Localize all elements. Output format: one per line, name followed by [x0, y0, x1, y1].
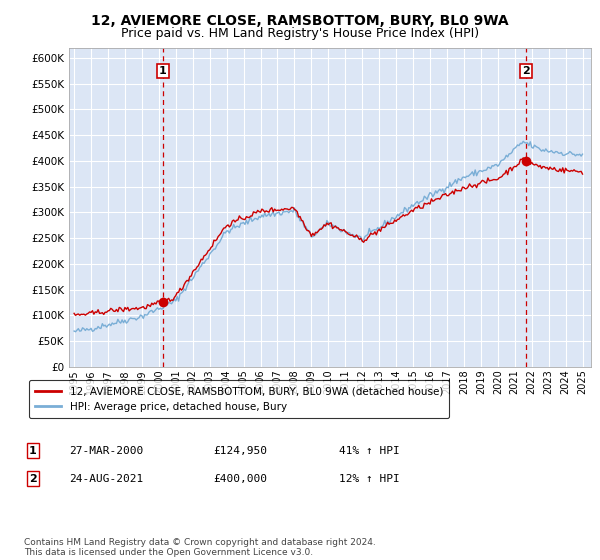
Text: 41% ↑ HPI: 41% ↑ HPI	[339, 446, 400, 456]
Text: £400,000: £400,000	[213, 474, 267, 484]
Text: £124,950: £124,950	[213, 446, 267, 456]
Text: 12% ↑ HPI: 12% ↑ HPI	[339, 474, 400, 484]
Text: 27-MAR-2000: 27-MAR-2000	[69, 446, 143, 456]
Legend: 12, AVIEMORE CLOSE, RAMSBOTTOM, BURY, BL0 9WA (detached house), HPI: Average pri: 12, AVIEMORE CLOSE, RAMSBOTTOM, BURY, BL…	[29, 380, 449, 418]
Text: 24-AUG-2021: 24-AUG-2021	[69, 474, 143, 484]
Text: 2: 2	[522, 66, 530, 76]
Text: 1: 1	[159, 66, 167, 76]
Text: 2: 2	[29, 474, 37, 484]
Text: 1: 1	[29, 446, 37, 456]
Text: 12, AVIEMORE CLOSE, RAMSBOTTOM, BURY, BL0 9WA: 12, AVIEMORE CLOSE, RAMSBOTTOM, BURY, BL…	[91, 14, 509, 28]
Text: Contains HM Land Registry data © Crown copyright and database right 2024.
This d: Contains HM Land Registry data © Crown c…	[24, 538, 376, 557]
Text: Price paid vs. HM Land Registry's House Price Index (HPI): Price paid vs. HM Land Registry's House …	[121, 27, 479, 40]
